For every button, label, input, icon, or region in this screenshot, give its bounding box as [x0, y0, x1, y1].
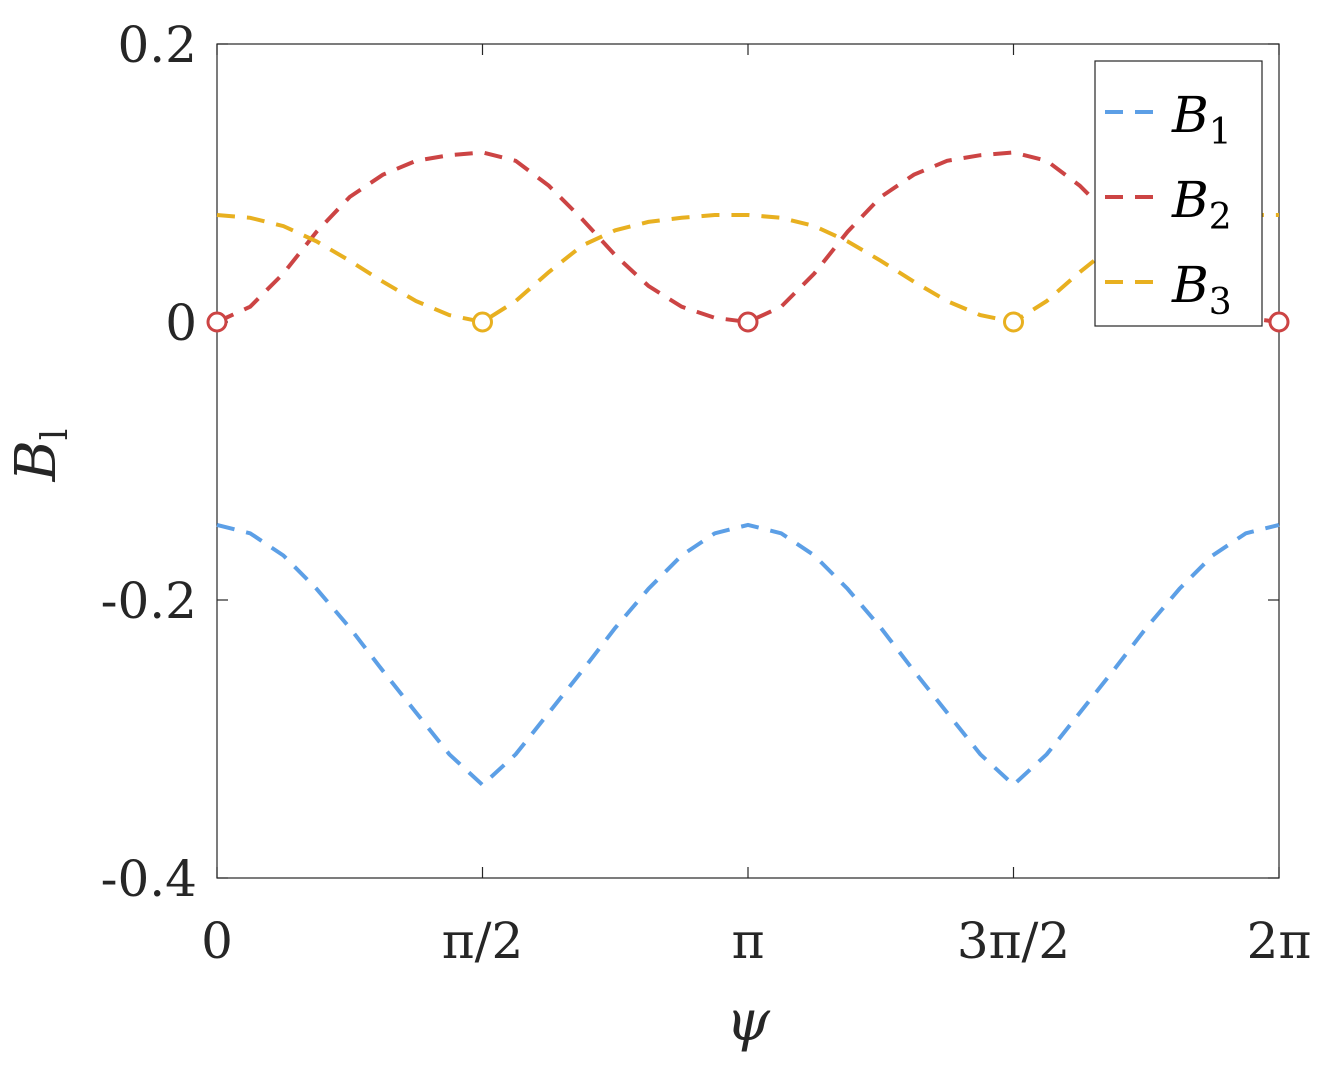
legend-label-sub: 1	[1209, 112, 1232, 153]
legend-label-main: B	[1171, 256, 1209, 314]
y-tick-label: -0.2	[101, 572, 197, 630]
marker-3	[1003, 311, 1024, 333]
legend-label-main: B	[1171, 171, 1209, 229]
y-axis-label-sub: l	[35, 429, 76, 441]
x-axis-label: ψ	[726, 989, 771, 1054]
legend-label-main: B	[1171, 86, 1209, 144]
legend-label-3: B3	[1171, 256, 1232, 323]
y-tick-label: -0.4	[101, 850, 197, 908]
marker-2	[737, 311, 759, 333]
y-tick-label: 0.2	[117, 16, 197, 74]
y-tick-label: 0	[165, 294, 197, 352]
marker-1	[472, 311, 493, 333]
x-tick-label: 2π	[1247, 912, 1312, 970]
marker-layer	[206, 311, 1290, 333]
tick-labels: 0 π/2 π 3π/2 2π 0.2 0 -0.2 -0.4	[101, 16, 1312, 970]
marker-4	[1268, 311, 1290, 333]
legend-label-sub: 3	[1209, 282, 1232, 323]
legend-label-1: B1	[1171, 86, 1232, 153]
legend-label-sub: 2	[1209, 197, 1232, 238]
series-line-3	[216, 213, 1279, 325]
x-tick-label: 3π/2	[957, 912, 1070, 970]
x-tick-label: 0	[201, 912, 233, 970]
x-tick-label: π/2	[442, 912, 524, 970]
legend-label-2: B2	[1171, 171, 1232, 238]
marker-0	[206, 311, 228, 333]
y-axis-label-main: B	[4, 440, 69, 482]
series-line-1	[216, 522, 1280, 788]
y-axis-label: Bl	[4, 429, 76, 483]
x-tick-label: π	[732, 912, 765, 970]
axis-ticks	[216, 43, 1280, 879]
